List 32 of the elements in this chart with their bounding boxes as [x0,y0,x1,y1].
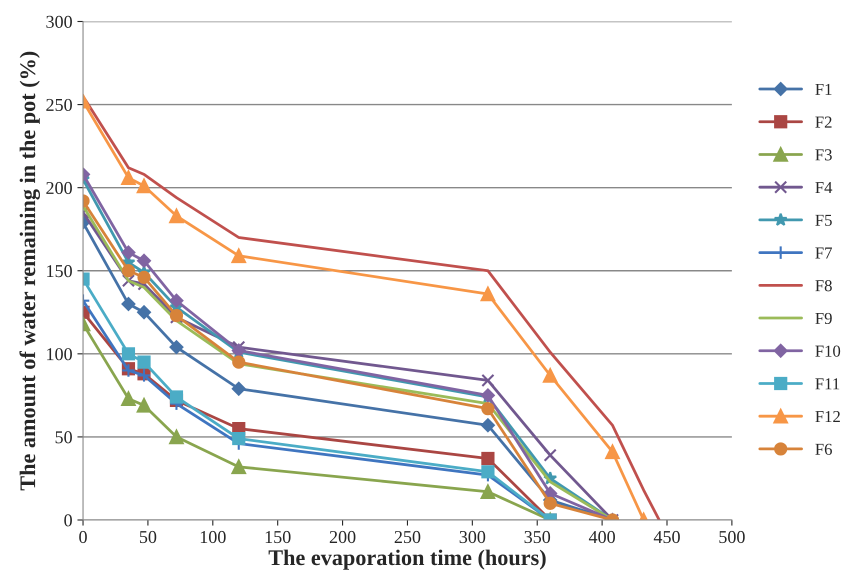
y-axis-title: The amount of water remaining in the pot (%) [19,52,40,490]
legend-label: F2 [815,116,832,128]
x-tick-label: 200 [330,530,356,544]
legend-label: F3 [815,149,832,160]
x-tick-label: 400 [588,530,615,544]
x-axis-title: The evaporation time (hours) [268,550,546,570]
x-tick-label: 100 [200,530,226,544]
y-tick-label: 250 [46,98,72,112]
legend-label: F11 [815,378,840,390]
legend-label: F10 [815,346,840,357]
y-tick-label: 0 [64,514,72,526]
legend-label: F6 [815,444,832,455]
x-tick-label: 500 [719,530,745,544]
legend-label: F8 [815,280,832,292]
x-tick-label: 150 [266,530,291,544]
y-tick-label: 100 [47,348,72,360]
legend-label: F9 [815,312,832,324]
x-tick-label: 300 [460,530,486,544]
y-tick-label: 150 [47,265,72,278]
x-tick-label: 0 [79,530,87,544]
x-tick-label: 450 [654,530,680,544]
legend-label: F12 [815,410,840,422]
x-tick-label: 350 [524,530,550,544]
x-tick-label: 250 [394,530,420,544]
legend-label: F1 [815,84,832,95]
x-tick-label: 50 [140,530,156,544]
legend-label: F7 [815,248,832,258]
legend-label: F4 [815,182,832,194]
legend-label: F5 [815,214,832,226]
y-tick-label: 300 [46,16,72,28]
y-tick-label: 50 [56,431,72,444]
y-tick-label: 200 [46,182,72,194]
